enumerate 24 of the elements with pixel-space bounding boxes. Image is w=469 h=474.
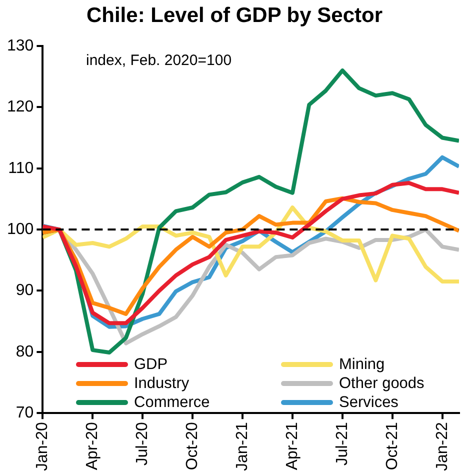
y-tick-label: 80: [16, 343, 34, 360]
y-tick-label: 120: [6, 98, 34, 116]
y-tick-label: 110: [8, 160, 34, 177]
legend-label: Other goods: [339, 374, 424, 393]
x-tick-label: Oct-21: [384, 422, 401, 470]
y-tick-label: 130: [6, 37, 34, 54]
x-tick-label: Jan-21: [234, 422, 251, 471]
legend-label: Mining: [339, 355, 385, 374]
y-tick-label: 90: [16, 282, 34, 300]
x-tick-label: Oct-20: [184, 422, 201, 470]
x-tick-label: Jan-22: [434, 422, 451, 471]
x-tick-label: Jul-20: [134, 422, 152, 466]
x-tick-label: Apr-21: [284, 422, 301, 470]
x-tick-label: Jan-20: [34, 422, 52, 471]
chart-title: Chile: Level of GDP by Sector: [85, 4, 384, 28]
y-tick-label: 100: [6, 220, 34, 238]
chart-subtitle: index, Feb. 2020=100: [86, 52, 232, 69]
x-tick-label: Apr-20: [84, 422, 102, 470]
y-tick-label: 70: [16, 404, 34, 422]
legend-label: GDP: [134, 355, 168, 374]
legend-label: Industry: [134, 374, 190, 393]
x-tick-label: Jul-21: [334, 422, 351, 466]
legend-label: Commerce: [134, 393, 210, 412]
legend-label: Services: [339, 393, 398, 412]
